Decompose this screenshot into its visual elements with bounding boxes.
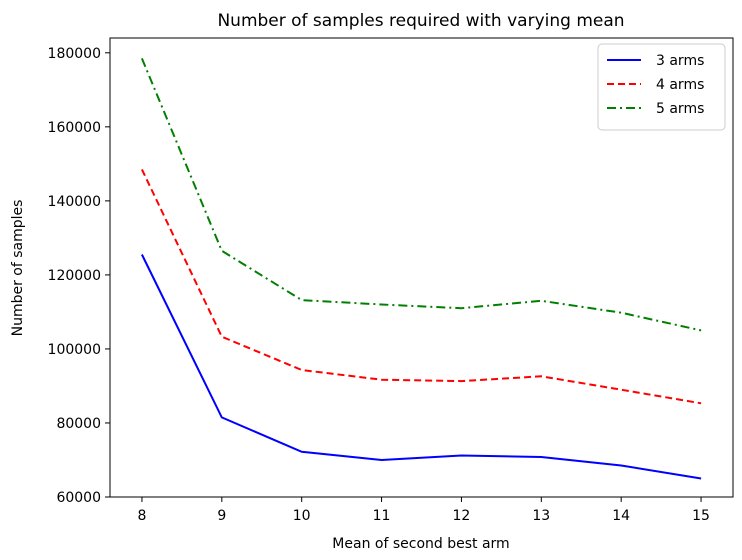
series-line-1 xyxy=(141,254,702,480)
y-tick-label: 100000 xyxy=(48,342,101,358)
chart-title: Number of samples required with varying … xyxy=(217,11,624,31)
x-tick-label: 8 xyxy=(137,508,146,524)
x-tick-label: 9 xyxy=(217,508,226,524)
x-tick-label: 13 xyxy=(532,508,550,524)
plot-area-frame xyxy=(109,37,734,498)
series-lines xyxy=(140,58,702,480)
legend: 3 arms 4 arms 5 arms xyxy=(597,43,726,131)
y-axis-label: Number of samples xyxy=(10,200,26,337)
x-axis: 8 9 10 11 12 13 14 15 xyxy=(137,497,710,524)
x-tick-label: 11 xyxy=(373,508,391,524)
y-tick-label: 160000 xyxy=(48,120,101,136)
y-tick-label: 180000 xyxy=(48,46,101,62)
series-line-2 xyxy=(140,168,702,405)
y-axis: 60000 80000 100000 120000 140000 160000 180000 xyxy=(48,46,110,506)
x-tick-label: 10 xyxy=(293,508,311,524)
y-tick-label: 120000 xyxy=(48,268,101,284)
y-tick-label: 60000 xyxy=(56,490,101,506)
x-axis-label: Mean of second best arm xyxy=(332,536,509,552)
x-tick-label: 14 xyxy=(612,508,630,524)
legend-label: 4 arms xyxy=(656,77,704,93)
x-tick-label: 12 xyxy=(453,508,471,524)
y-tick-label: 80000 xyxy=(56,416,101,432)
legend-label: 5 arms xyxy=(656,101,704,117)
legend-label: 3 arms xyxy=(656,53,704,69)
y-tick-label: 140000 xyxy=(48,194,101,210)
series-line-3 xyxy=(140,58,702,332)
x-tick-label: 15 xyxy=(692,508,710,524)
